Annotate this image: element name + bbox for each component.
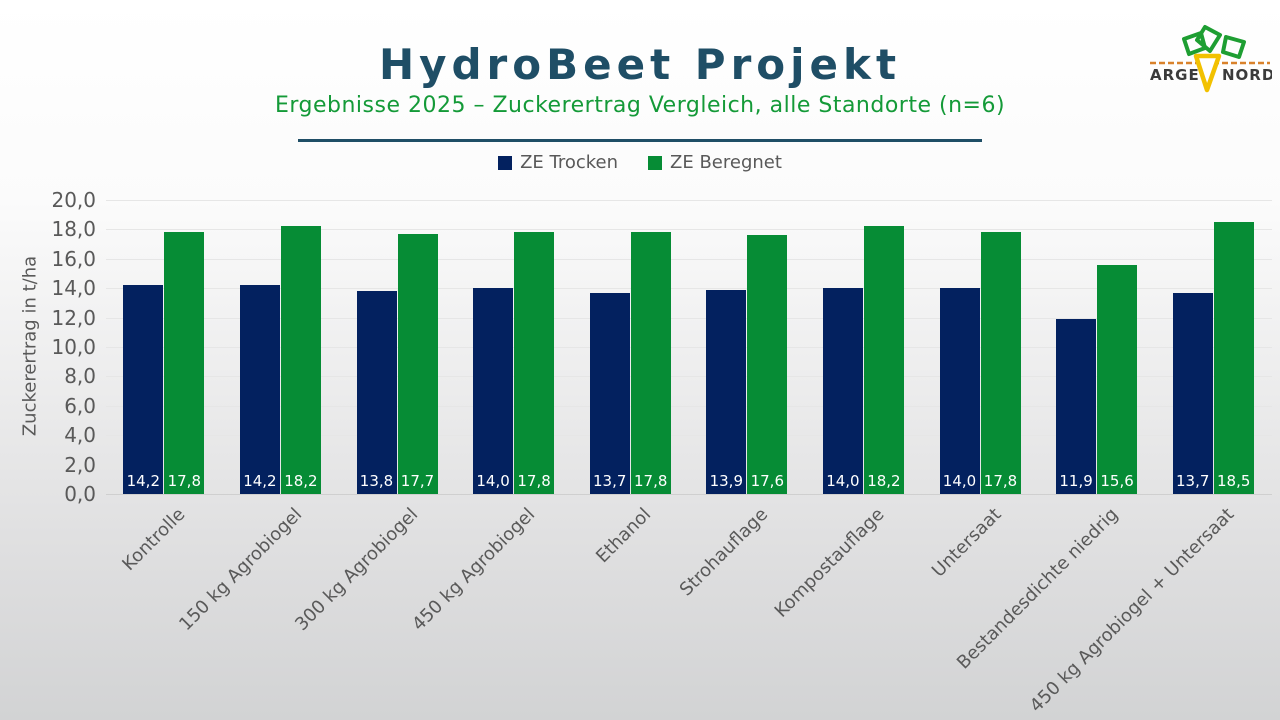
bar-value-label: 11,9 bbox=[1059, 472, 1093, 490]
gridline bbox=[106, 288, 1272, 290]
y-tick-label: 12,0 bbox=[51, 305, 96, 330]
bar-value-label: 17,6 bbox=[750, 472, 784, 490]
x-category-label: 300 kg Agrobiogel bbox=[291, 504, 423, 636]
y-tick-label: 4,0 bbox=[64, 423, 96, 448]
x-category-label: Ethanol bbox=[592, 504, 656, 568]
bar-trocken: 13,7 bbox=[589, 292, 630, 494]
gridline bbox=[106, 347, 1272, 348]
bar-beregnet: 18,2 bbox=[863, 226, 904, 494]
x-category-label: Kontrolle bbox=[118, 504, 190, 576]
bar-value-label: 13,9 bbox=[709, 472, 743, 490]
bar-value-label: 14,2 bbox=[126, 472, 160, 490]
x-category-label: Strohauflage bbox=[675, 504, 773, 601]
bar-value-label: 17,8 bbox=[983, 472, 1018, 490]
legend-item-beregnet: ZE Beregnet bbox=[648, 152, 782, 173]
y-tick-label: 8,0 bbox=[64, 364, 96, 389]
bar-trocken: 14,2 bbox=[123, 285, 164, 494]
x-category-label: Untersaat bbox=[927, 504, 1006, 582]
bar-trocken: 13,7 bbox=[1172, 292, 1213, 494]
bar-value-label: 18,2 bbox=[284, 472, 318, 490]
header: HydroBeet Projekt Ergebnisse 2025 – Zuck… bbox=[0, 40, 1280, 118]
x-category-label: 150 kg Agrobiogel bbox=[174, 504, 306, 636]
arge-nord-logo: ARGE NORD bbox=[1150, 25, 1272, 93]
bar-value-label: 17,8 bbox=[517, 472, 551, 490]
y-tick-label: 16,0 bbox=[51, 246, 96, 271]
beet-root-icon bbox=[1193, 53, 1222, 93]
bar-value-label: 14,0 bbox=[476, 472, 510, 490]
bar-trocken: 11,9 bbox=[1056, 319, 1097, 494]
bar-beregnet: 17,8 bbox=[514, 232, 555, 494]
bar-value-label: 13,7 bbox=[1175, 472, 1210, 490]
bar-value-label: 14,0 bbox=[942, 472, 977, 490]
bar-trocken: 13,9 bbox=[706, 289, 747, 494]
bar-trocken: 14,0 bbox=[822, 288, 863, 494]
bar-value-label: 14,0 bbox=[826, 472, 860, 490]
legend-label: ZE Trocken bbox=[520, 152, 619, 173]
bar-beregnet: 18,5 bbox=[1213, 222, 1254, 494]
gridline bbox=[106, 200, 1272, 201]
page-title: HydroBeet Projekt bbox=[378, 40, 902, 89]
bar-beregnet: 18,2 bbox=[280, 226, 321, 494]
bar-beregnet: 15,6 bbox=[1097, 264, 1138, 494]
bar-value-label: 18,5 bbox=[1216, 472, 1251, 490]
bar-beregnet: 17,8 bbox=[630, 232, 671, 494]
bar-value-label: 15,6 bbox=[1100, 472, 1134, 490]
bar-value-label: 13,7 bbox=[592, 472, 627, 490]
bar-value-label: 17,8 bbox=[633, 472, 668, 490]
y-tick-label: 2,0 bbox=[64, 452, 96, 477]
x-category-label: 450 kg Agrobiogel bbox=[407, 504, 539, 636]
bar-value-label: 13,8 bbox=[359, 472, 394, 490]
y-tick-label: 0,0 bbox=[64, 482, 96, 506]
x-category-label: Kompostauflage bbox=[770, 504, 889, 622]
gridline bbox=[106, 317, 1272, 319]
bar-trocken: 14,2 bbox=[239, 285, 280, 494]
y-tick-label: 14,0 bbox=[51, 276, 96, 301]
gridline bbox=[106, 258, 1272, 260]
bar-beregnet: 17,8 bbox=[980, 232, 1021, 494]
x-axis-line bbox=[106, 494, 1272, 495]
bar-trocken: 13,8 bbox=[356, 291, 397, 494]
x-category-label: 450 kg Agrobiogel + Untersaat bbox=[1026, 504, 1239, 717]
legend-label: ZE Beregnet bbox=[670, 152, 782, 173]
bar-trocken: 14,0 bbox=[939, 288, 980, 494]
bar-value-label: 17,7 bbox=[400, 472, 435, 490]
gridline bbox=[106, 435, 1272, 437]
title-underline bbox=[298, 139, 982, 142]
logo-text-left: ARGE bbox=[1150, 66, 1200, 84]
page-subtitle: Ergebnisse 2025 – Zuckerertrag Vergleich… bbox=[274, 93, 1006, 118]
legend-swatch bbox=[498, 155, 513, 170]
bar-beregnet: 17,6 bbox=[747, 235, 788, 494]
plot-area: 14,2 14,2 13,8 14,0 13,7 13,9 14,0 14,0 11,9 13,7… bbox=[106, 200, 1272, 495]
bar-value-label: 18,2 bbox=[867, 472, 901, 490]
bar-beregnet: 17,7 bbox=[397, 233, 438, 494]
gridline bbox=[106, 376, 1272, 378]
bar-trocken: 14,0 bbox=[473, 288, 514, 494]
gridline bbox=[106, 405, 1272, 407]
legend-swatch bbox=[648, 155, 663, 170]
gridline bbox=[106, 464, 1272, 466]
legend-item-trocken: ZE Trocken bbox=[498, 152, 618, 173]
bar-beregnet: 17,8 bbox=[164, 232, 205, 494]
gridline bbox=[106, 229, 1272, 231]
bar-value-label: 14,2 bbox=[243, 472, 277, 490]
y-tick-label: 6,0 bbox=[64, 393, 96, 418]
y-tick-label: 20,0 bbox=[51, 188, 96, 212]
chart-legend: ZE Trocken ZE Beregnet bbox=[0, 152, 1280, 173]
y-tick-label: 10,0 bbox=[51, 335, 96, 359]
beet-leaves-icon bbox=[1182, 25, 1246, 59]
logo-text-right: NORD bbox=[1222, 66, 1272, 84]
y-tick-label: 18,0 bbox=[51, 217, 96, 242]
bar-value-label: 17,8 bbox=[167, 472, 201, 490]
